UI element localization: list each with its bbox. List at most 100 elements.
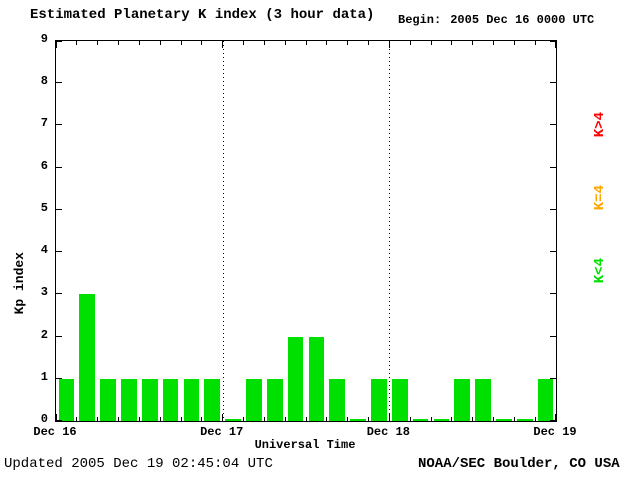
x-axis-tick — [534, 417, 536, 421]
x-axis-tick — [409, 417, 411, 421]
x-axis-tick — [76, 417, 78, 421]
chart-title: Estimated Planetary K index (3 hour data… — [30, 7, 375, 23]
kp-bar — [516, 419, 533, 421]
y-axis-tick — [56, 208, 62, 210]
x-tick-label: Dec 17 — [200, 425, 244, 439]
x-axis-tick — [347, 41, 349, 45]
kp-bar — [537, 378, 554, 421]
y-axis-tick — [56, 41, 62, 42]
y-axis-tick — [56, 335, 62, 337]
kp-bar — [183, 378, 200, 421]
x-axis-tick — [180, 417, 182, 421]
legend-k-gt-4: K>4 — [592, 112, 608, 138]
y-tick-label: 6 — [40, 158, 48, 173]
x-axis-tick — [201, 41, 203, 45]
x-axis-tick — [56, 414, 57, 421]
y-tick-label: 3 — [40, 285, 48, 300]
x-axis-tick — [159, 417, 161, 421]
day-divider-line — [389, 41, 391, 421]
y-tick-label: 8 — [40, 74, 48, 89]
begin-label: Begin: — [398, 13, 442, 27]
x-axis-tick — [368, 417, 369, 421]
x-axis-tick — [222, 41, 224, 48]
x-axis-tick — [243, 41, 244, 45]
kp-bar — [225, 419, 241, 421]
y-axis-tick — [550, 335, 556, 337]
x-axis-tick — [263, 41, 265, 45]
y-tick-label: 5 — [40, 200, 48, 215]
legend-k-eq-4: K=4 — [592, 185, 608, 211]
y-axis-tick — [550, 208, 556, 210]
kp-bar — [121, 378, 137, 421]
y-tick-label: 1 — [40, 369, 48, 384]
y-axis-tick — [550, 377, 556, 379]
y-axis-tick — [56, 82, 62, 84]
y-axis-tick — [550, 82, 556, 84]
y-axis-tick — [550, 41, 556, 42]
y-tick-label: 7 — [40, 116, 48, 131]
y-axis-tick — [56, 293, 62, 295]
x-axis-tick — [97, 41, 99, 45]
y-tick-label: 9 — [40, 32, 48, 46]
x-axis-label: Universal Time — [254, 438, 356, 452]
y-axis-tick — [56, 420, 62, 421]
x-axis-tick — [430, 417, 432, 421]
plot-area — [55, 40, 557, 422]
x-axis-tick — [513, 417, 515, 421]
x-axis-tick — [430, 41, 432, 45]
kp-bar — [329, 378, 346, 421]
kp-bar — [79, 294, 96, 421]
day-divider-line — [222, 41, 224, 421]
x-axis-tick — [472, 41, 474, 45]
y-axis-tick — [550, 420, 556, 421]
x-axis-tick — [263, 417, 265, 421]
kp-bar — [266, 378, 283, 421]
y-axis-tick — [56, 166, 62, 168]
y-axis-tick — [550, 166, 556, 168]
y-axis-tick — [56, 377, 62, 379]
x-axis-tick — [388, 41, 390, 48]
x-axis-tick — [472, 417, 474, 421]
y-axis-tick — [550, 124, 556, 126]
kp-bar — [496, 419, 512, 421]
source-text: NOAA/SEC Boulder, CO USA — [418, 456, 620, 472]
x-axis-tick — [180, 41, 182, 45]
y-axis-label: Kp index — [12, 252, 27, 315]
x-axis-tick — [201, 417, 203, 421]
x-axis-tick — [388, 414, 390, 421]
kp-bar — [58, 378, 75, 421]
x-tick-label: Dec 16 — [33, 425, 77, 439]
y-axis-tick — [56, 251, 62, 253]
kp-bar — [475, 378, 491, 421]
begin-timestamp: Begin: 2005 Dec 16 0000 UTC — [398, 13, 594, 27]
kp-bar — [454, 378, 471, 421]
y-tick-label: 2 — [40, 327, 48, 342]
kp-bar — [433, 419, 450, 421]
x-axis-tick — [534, 41, 536, 45]
kp-bar — [287, 336, 304, 421]
x-axis-tick — [138, 417, 140, 421]
legend-k-lt-4: K<4 — [592, 258, 608, 284]
kp-bar — [350, 419, 366, 421]
x-axis-tick — [368, 41, 369, 45]
x-tick-label: Dec 19 — [533, 425, 577, 439]
x-axis-tick — [305, 417, 307, 421]
x-axis-tick — [222, 414, 224, 421]
y-axis-tick — [56, 124, 62, 126]
y-tick-label: 4 — [40, 243, 48, 258]
x-axis-tick — [284, 417, 286, 421]
x-axis-tick — [97, 417, 99, 421]
x-axis-tick — [493, 41, 494, 45]
kp-bar — [141, 378, 158, 421]
x-axis-tick — [409, 41, 411, 45]
x-axis-tick — [326, 417, 328, 421]
kp-bar — [412, 419, 429, 421]
x-axis-tick — [284, 41, 286, 45]
kp-bar — [371, 378, 387, 421]
kp-bar — [391, 378, 408, 421]
kp-bar — [204, 378, 221, 421]
kp-bar — [100, 378, 116, 421]
x-axis-tick — [513, 41, 515, 45]
updated-text: Updated 2005 Dec 19 02:45:04 UTC — [4, 456, 273, 472]
x-axis-tick — [326, 41, 328, 45]
